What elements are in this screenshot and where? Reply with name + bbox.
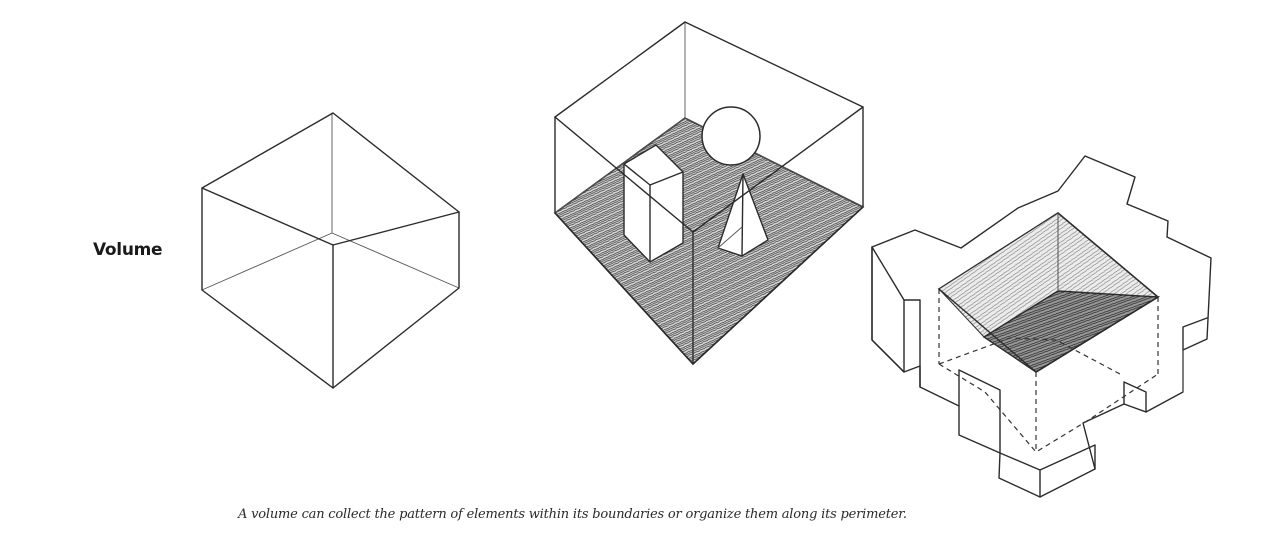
figure-caption: A volume can collect the pattern of elem… xyxy=(238,507,907,522)
cube-with-forms xyxy=(553,21,865,366)
section-heading: Volume xyxy=(93,240,163,260)
empty-cube xyxy=(201,112,460,389)
courtyard-mass xyxy=(871,155,1212,498)
